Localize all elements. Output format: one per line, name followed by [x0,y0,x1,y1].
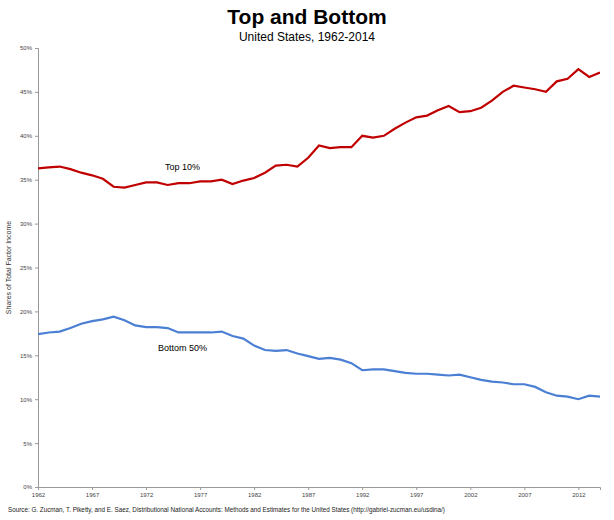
y-axis-line [35,49,39,488]
y-tick-mark [35,224,38,225]
x-tick-mark [200,487,201,490]
title: Top and Bottom [227,5,386,28]
y-tick: 40% [20,133,38,139]
y-tick-mark [35,443,38,444]
x-tick-mark [362,487,363,490]
x-tick: 1992 [356,487,370,498]
y-tick-mark [35,92,38,93]
y-tick: 10% [20,397,38,403]
x-axis: 1962 1967 1972 1977 1982 1987 1992 1997 2002 2007… [32,487,601,498]
y-tick-mark [35,136,38,137]
y-tick-mark [35,180,38,181]
y-tick-label: 40% [20,133,33,139]
x-tick-label: 1972 [140,492,154,498]
y-tick-label: 15% [20,353,33,359]
y-tick: 35% [20,177,38,183]
x-tick: 1997 [410,487,424,498]
x-tick-mark [146,487,147,490]
x-tick-mark [308,487,309,490]
lines [38,69,600,399]
source: Source: G. Zucman, T. Piketty, and E. Sa… [8,506,445,514]
y-tick: 30% [20,221,38,227]
y-tick-label: 5% [23,441,32,447]
y-tick-label: 0% [23,484,32,490]
y-tick-label: 25% [20,265,33,271]
x-tick-mark [92,487,93,490]
x-tick: 2007 [518,487,532,498]
chart: Top and Bottom United States, 1962-2014 0%… [0,0,614,520]
x-tick: 1987 [302,487,316,498]
x-tick-label: 1962 [32,492,46,498]
x-tick: 1962 [32,487,46,498]
series-line [38,69,600,188]
x-tick: 1977 [194,487,208,498]
y-tick: 45% [20,89,38,95]
series-label: Bottom 50% [158,343,207,353]
y-tick-label: 35% [20,177,33,183]
y-tick: 15% [20,353,38,359]
x-tick-label: 1987 [302,492,316,498]
x-tick: 2012 [572,487,586,498]
y-tick-label: 45% [20,89,33,95]
x-tick: 1972 [140,487,154,498]
y-tick: 50% [20,45,38,51]
x-tick: 1982 [248,487,262,498]
y-axis: 0% 5% 10% 15% 20% 25% 30% 35% 40% 45% 50% [20,45,39,490]
y-tick: 25% [20,265,38,271]
y-tick-mark [35,399,38,400]
y-tick-label: 20% [20,309,33,315]
series-label: Top 10% [165,162,200,172]
x-tick-label: 2007 [518,492,532,498]
x-tick-mark [416,487,417,490]
y-tick-label: 10% [20,397,33,403]
y-tick-mark [35,311,38,312]
x-tick-mark [524,487,525,490]
x-tick-label: 1967 [86,492,100,498]
y-tick-label: 30% [20,221,33,227]
y-tick-label: 50% [20,45,33,51]
x-tick-mark [470,487,471,490]
x-tick-label: 1992 [356,492,370,498]
series-line [38,317,600,400]
y-tick: 20% [20,309,38,315]
y-tick-mark [35,355,38,356]
y-tick: 0% [23,484,38,490]
x-tick-mark [578,487,579,490]
x-tick-label: 2002 [464,492,478,498]
x-tick: 1967 [86,487,100,498]
x-tick-label: 1982 [248,492,262,498]
y-tick-mark [35,48,38,49]
y-tick: 5% [23,441,38,447]
x-tick-label: 1977 [194,492,208,498]
subtitle: United States, 1962-2014 [239,30,375,44]
y-axis-title: Shares of Total Factor Income [5,221,12,314]
x-tick-label: 2012 [572,492,586,498]
y-tick-mark [35,487,38,488]
plot: 0%5%10%15%20%25%30%35%40%45%50%196219671… [20,45,601,498]
x-tick-mark [254,487,255,490]
x-tick: 2002 [464,487,478,498]
x-tick-label: 1997 [410,492,424,498]
x-tick-mark [38,487,39,490]
x-axis-line [39,488,601,491]
y-tick-mark [35,268,38,269]
